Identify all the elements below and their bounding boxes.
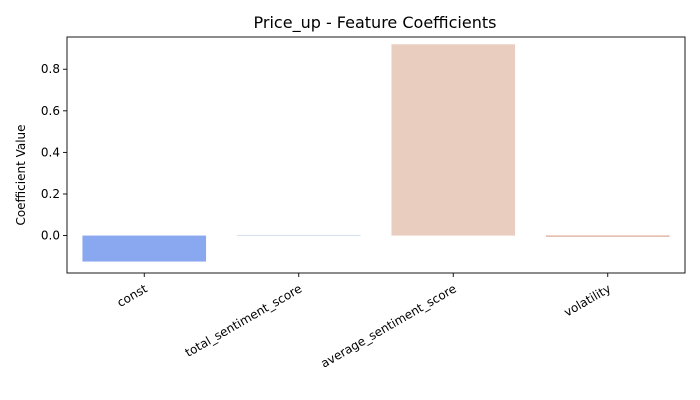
bar-total-sentiment-score — [236, 234, 361, 236]
bar-average-sentiment-score — [391, 44, 516, 236]
bar-volatility — [545, 235, 670, 237]
x-tick-label: total_sentiment_score — [183, 281, 305, 359]
y-tick-label: 0.4 — [41, 145, 60, 159]
y-tick-label: 0.8 — [41, 62, 60, 76]
plot-frame — [66, 36, 686, 274]
chart-title: Price_up - Feature Coefficients — [254, 13, 497, 33]
ticks-group: const total_sentiment_score average_sentim… — [41, 62, 613, 370]
bar-const — [82, 235, 207, 262]
y-tick-label: 0.0 — [41, 229, 60, 243]
y-tick-label: 0.2 — [41, 187, 60, 201]
x-tick-label: average_sentiment_score — [318, 281, 458, 370]
y-tick-label: 0.6 — [41, 104, 60, 118]
y-axis-label: Coefficient Value — [14, 124, 28, 225]
x-tick-label: volatility — [562, 281, 614, 319]
x-tick-label: const — [115, 281, 150, 310]
bars-group — [82, 44, 670, 262]
